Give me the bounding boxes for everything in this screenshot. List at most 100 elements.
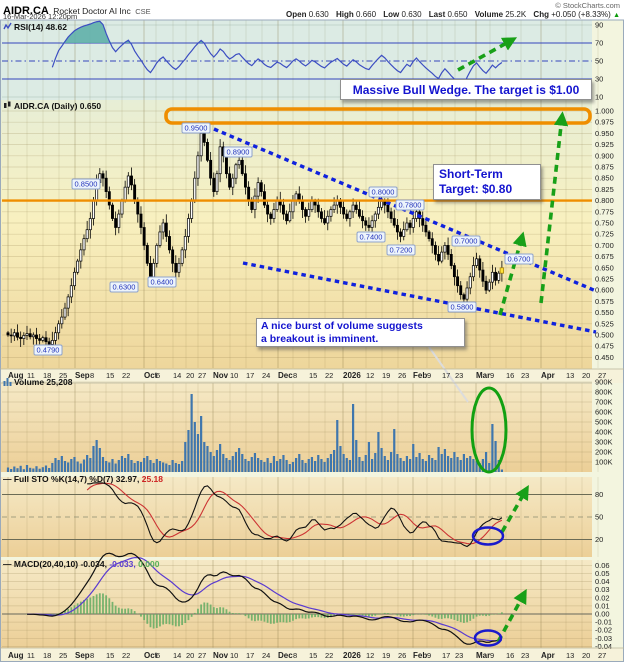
svg-text:18: 18 <box>43 651 51 660</box>
svg-text:50: 50 <box>595 513 603 522</box>
breakout-arrow <box>498 231 527 316</box>
svg-text:0.03: 0.03 <box>595 585 610 594</box>
price-flag: 0.6700 <box>504 253 534 265</box>
breakout-arrow <box>496 588 527 643</box>
svg-text:27: 27 <box>198 371 206 380</box>
svg-text:Nov: Nov <box>213 651 229 660</box>
volume-value: 25.2K <box>505 10 527 19</box>
ticker-symbol: AIDR.CA <box>3 5 49 17</box>
svg-text:25: 25 <box>59 651 67 660</box>
svg-text:26: 26 <box>398 371 406 380</box>
svg-text:0.06: 0.06 <box>595 561 610 570</box>
chart-datetime: 16-Mar-2026 12:20pm <box>3 12 78 21</box>
svg-text:0.950: 0.950 <box>595 129 614 138</box>
svg-text:10: 10 <box>230 371 238 380</box>
price-flag: 0.7800 <box>395 199 425 211</box>
svg-text:23: 23 <box>455 371 463 380</box>
svg-text:200K: 200K <box>595 448 613 457</box>
svg-text:8: 8 <box>293 651 297 660</box>
volume-panel-label: Volume 25,208 <box>3 377 72 387</box>
svg-text:9: 9 <box>427 371 431 380</box>
svg-text:20: 20 <box>186 651 194 660</box>
svg-text:0.675: 0.675 <box>595 252 614 261</box>
svg-text:0.850: 0.850 <box>595 174 614 183</box>
low-label: Low <box>383 10 400 19</box>
svg-text:17: 17 <box>246 651 254 660</box>
svg-text:700K: 700K <box>595 398 613 407</box>
svg-text:17: 17 <box>442 651 450 660</box>
svg-text:0.750: 0.750 <box>595 219 614 228</box>
svg-text:30: 30 <box>595 75 603 84</box>
last-value: 0.650 <box>447 10 468 19</box>
svg-text:10: 10 <box>595 93 603 102</box>
svg-text:20: 20 <box>582 651 590 660</box>
svg-text:Aug: Aug <box>8 371 24 380</box>
svg-text:16: 16 <box>506 371 514 380</box>
wedge-trendline <box>242 261 597 334</box>
svg-text:22: 22 <box>325 651 333 660</box>
price-flag: 0.8900 <box>223 146 253 158</box>
svg-text:0.650: 0.650 <box>595 263 614 272</box>
svg-text:0.700: 0.700 <box>595 241 614 250</box>
svg-text:23: 23 <box>521 371 529 380</box>
svg-text:24: 24 <box>262 371 270 380</box>
svg-text:20: 20 <box>595 535 603 544</box>
svg-text:27: 27 <box>198 651 206 660</box>
up-arrow-icon: ▲ <box>613 12 620 19</box>
svg-text:15: 15 <box>309 651 317 660</box>
macd-hist-value: 0.000 <box>138 559 160 569</box>
price-flag: 0.7400 <box>356 231 386 243</box>
svg-text:0.725: 0.725 <box>595 230 614 239</box>
breakout-arrow <box>457 37 518 72</box>
svg-text:Dec: Dec <box>278 651 293 660</box>
svg-text:800K: 800K <box>595 388 613 397</box>
price-flag: 0.5800 <box>447 301 477 313</box>
price-flag: 0.6300 <box>109 281 139 293</box>
macd-panel-label: — MACD(20,40,10) -0.034, -0.033, 0.000 <box>3 559 160 569</box>
high-value: 0.660 <box>356 10 377 19</box>
svg-text:15: 15 <box>309 371 317 380</box>
svg-text:8: 8 <box>90 651 94 660</box>
title-line: AIDR.CA Rocket Doctor AI Inc CSE <box>3 1 151 19</box>
price-flag: 0.9500 <box>181 122 211 134</box>
svg-text:0.600: 0.600 <box>595 286 614 295</box>
company-name: Rocket Doctor AI Inc <box>53 6 131 16</box>
highlight-ellipse <box>470 386 508 474</box>
svg-text:90: 90 <box>595 21 603 30</box>
price-flag: 0.6400 <box>147 276 177 288</box>
chart-header: AIDR.CA Rocket Doctor AI Inc CSE 16-Mar-… <box>0 0 624 21</box>
svg-text:2026: 2026 <box>343 651 361 660</box>
svg-text:20: 20 <box>186 371 194 380</box>
bull-wedge-annotation: Massive Bull Wedge. The target is $1.00 <box>340 79 592 100</box>
svg-text:11: 11 <box>27 371 35 380</box>
chg-label: Chg <box>533 10 549 19</box>
volume-label: Volume <box>474 10 504 19</box>
svg-text:14: 14 <box>173 651 181 660</box>
svg-text:0.04: 0.04 <box>595 577 610 586</box>
svg-text:0.625: 0.625 <box>595 275 614 284</box>
volume-bars-icon <box>3 378 12 386</box>
svg-text:0.975: 0.975 <box>595 118 614 127</box>
svg-text:19: 19 <box>382 371 390 380</box>
svg-text:50: 50 <box>595 57 603 66</box>
svg-text:14: 14 <box>173 371 181 380</box>
svg-text:23: 23 <box>521 651 529 660</box>
svg-text:400K: 400K <box>595 428 613 437</box>
svg-text:Apr: Apr <box>541 651 555 660</box>
price-flag: 0.8000 <box>368 186 398 198</box>
svg-text:1.000: 1.000 <box>595 107 614 116</box>
rsi-line <box>51 20 503 86</box>
svg-text:100K: 100K <box>595 458 613 467</box>
sparkline-icon <box>3 22 12 30</box>
svg-text:0.575: 0.575 <box>595 297 614 306</box>
svg-text:Mar: Mar <box>476 651 490 660</box>
svg-text:15: 15 <box>106 371 114 380</box>
svg-text:-0.04: -0.04 <box>595 642 612 651</box>
svg-text:17: 17 <box>442 371 450 380</box>
price-panel-label: AIDR.CA (Daily) 0.650 <box>3 101 101 111</box>
macd-line <box>26 552 503 645</box>
svg-text:0.925: 0.925 <box>595 140 614 149</box>
svg-text:26: 26 <box>398 651 406 660</box>
svg-text:19: 19 <box>382 651 390 660</box>
